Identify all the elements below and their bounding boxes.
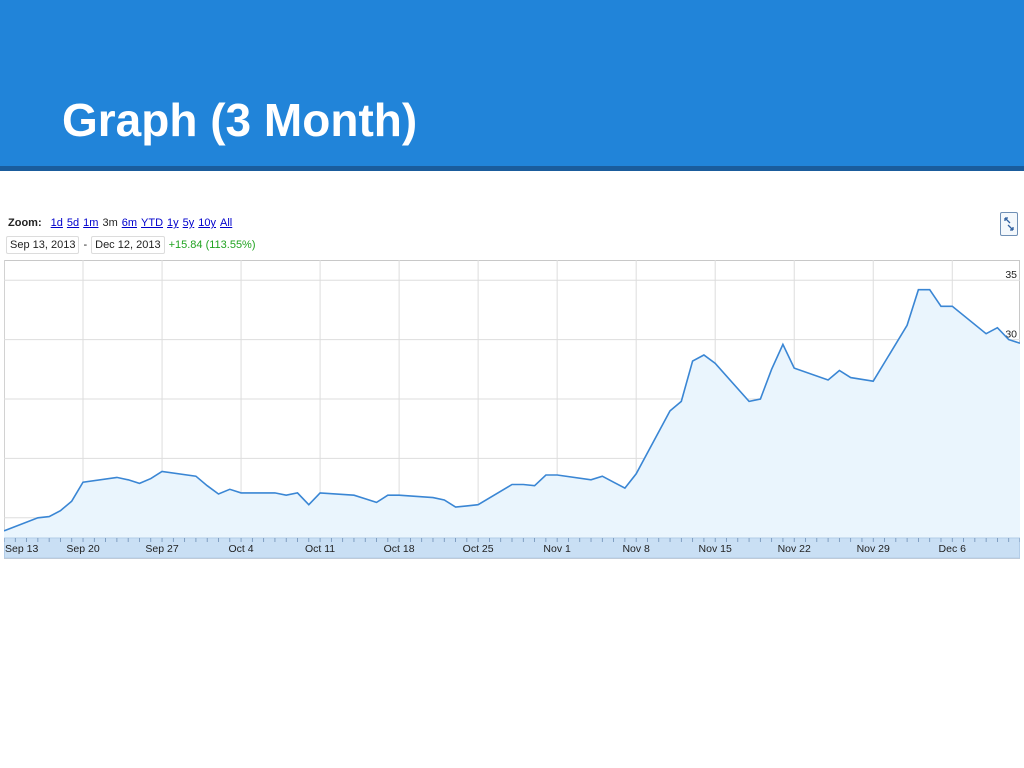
zoom-option-3m[interactable]: 3m	[102, 217, 118, 229]
x-tick-label: Sep 20	[66, 543, 99, 555]
x-tick-label: Sep 27	[145, 543, 178, 555]
x-tick-label: Nov 8	[622, 543, 650, 555]
expand-icon	[1004, 217, 1014, 231]
x-tick-label: Oct 4	[229, 543, 254, 555]
end-date-field[interactable]: Dec 12, 2013	[91, 236, 165, 254]
x-tick-label: Oct 18	[384, 543, 415, 555]
title-banner	[0, 0, 1024, 166]
x-tick-label: Sep 13	[5, 543, 38, 555]
x-tick-label: Dec 6	[939, 543, 967, 555]
expand-chart-button[interactable]	[1000, 212, 1018, 236]
zoom-bar: Zoom: 1d 5d 1m 3m 6m YTD 1y 5y 10y All	[8, 217, 236, 231]
y-tick-label: 30	[1005, 329, 1017, 341]
x-tick-label: Oct 11	[305, 543, 335, 555]
x-tick-label: Nov 15	[699, 543, 732, 555]
start-date-field[interactable]: Sep 13, 2013	[6, 236, 80, 254]
zoom-option-1m[interactable]: 1m	[83, 217, 99, 229]
price-line	[4, 288, 1020, 532]
range-dash: -	[83, 239, 88, 251]
zoom-label: Zoom:	[8, 217, 42, 229]
x-tick-label: Nov 1	[543, 543, 571, 555]
zoom-option-ytd[interactable]: YTD	[141, 217, 164, 229]
zoom-option-5y[interactable]: 5y	[182, 217, 195, 229]
x-tick-label: Nov 22	[778, 543, 811, 555]
price-area	[4, 289, 1020, 538]
banner-divider	[0, 166, 1024, 171]
price-change: +15.84 (113.55%)	[168, 239, 256, 251]
x-tick-label: Nov 29	[857, 543, 890, 555]
zoom-option-5d[interactable]: 5d	[66, 217, 80, 229]
zoom-option-all[interactable]: All	[220, 217, 233, 229]
zoom-option-6m[interactable]: 6m	[121, 217, 138, 229]
x-tick-label: Oct 25	[463, 543, 494, 555]
y-tick-label: 35	[1005, 269, 1017, 281]
zoom-option-10y[interactable]: 10y	[198, 217, 217, 229]
slide-title: Graph (3 Month)	[62, 94, 418, 146]
zoom-option-1d[interactable]: 1d	[50, 217, 63, 229]
date-range: Sep 13, 2013- Dec 12, 2013 +15.84 (113.55%…	[6, 236, 256, 256]
zoom-option-1y[interactable]: 1y	[167, 217, 179, 229]
